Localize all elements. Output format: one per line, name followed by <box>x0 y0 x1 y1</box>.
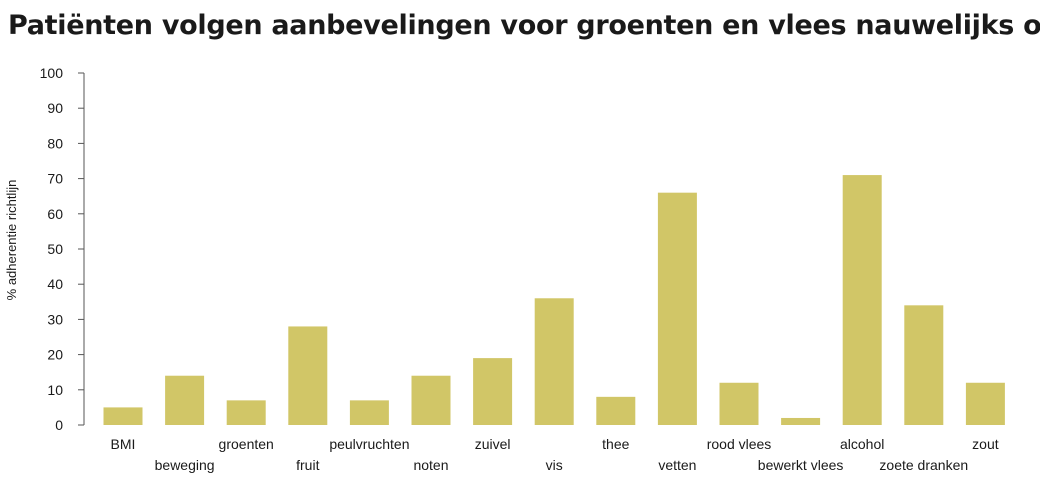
y-tick-label: 60 <box>47 206 63 222</box>
x-category-label: fruit <box>296 457 319 473</box>
bar-BMI <box>103 407 143 425</box>
bar-vetten <box>657 192 697 425</box>
x-category-label: thee <box>602 436 629 452</box>
bar-groenten <box>226 400 266 425</box>
bar-zoete-dranken <box>904 305 944 425</box>
bar-noten <box>411 375 451 425</box>
x-category-label: peulvruchten <box>329 436 409 452</box>
bar-vis <box>534 298 574 425</box>
bar-peulvruchten <box>349 400 389 425</box>
x-category-label: noten <box>413 457 448 473</box>
x-category-label: zuivel <box>475 436 511 452</box>
y-tick-label: 90 <box>47 100 63 116</box>
x-category-label: zoete dranken <box>879 457 968 473</box>
chart-title: Patiënten volgen aanbevelingen voor groe… <box>8 10 1040 41</box>
bar-rood-vlees <box>719 382 759 425</box>
bars <box>103 175 1005 425</box>
x-category-label: rood vlees <box>707 436 772 452</box>
bar-zuivel <box>473 358 513 425</box>
bar-fruit <box>288 326 328 425</box>
y-axis: 0 10 20 30 40 50 60 70 80 90 100 <box>40 65 85 433</box>
y-tick-label: 30 <box>47 311 63 327</box>
x-category-label: BMI <box>111 436 136 452</box>
y-tick-label: 80 <box>47 135 63 151</box>
x-category-label: groenten <box>219 436 274 452</box>
y-tick-label: 100 <box>40 65 64 81</box>
y-tick-label: 70 <box>47 171 63 187</box>
bar-zout <box>965 382 1005 425</box>
x-category-label: alcohol <box>840 436 884 452</box>
y-tick-label: 10 <box>47 382 63 398</box>
y-axis-label: % adherentie richtlijn <box>4 180 19 301</box>
x-category-label: bewerkt vlees <box>758 457 844 473</box>
x-category-label: vetten <box>658 457 696 473</box>
y-tick-label: 0 <box>55 417 63 433</box>
y-tick-label: 50 <box>47 241 63 257</box>
x-category-label: vis <box>546 457 563 473</box>
x-category-label: beweging <box>155 457 215 473</box>
bar-thee <box>596 396 636 425</box>
y-tick-label: 20 <box>47 347 63 363</box>
bar-alcohol <box>842 175 882 425</box>
y-tick-label: 40 <box>47 276 63 292</box>
bar-bewerkt-vlees <box>781 417 821 425</box>
bar-beweging <box>165 375 205 425</box>
x-category-label: zout <box>972 436 999 452</box>
